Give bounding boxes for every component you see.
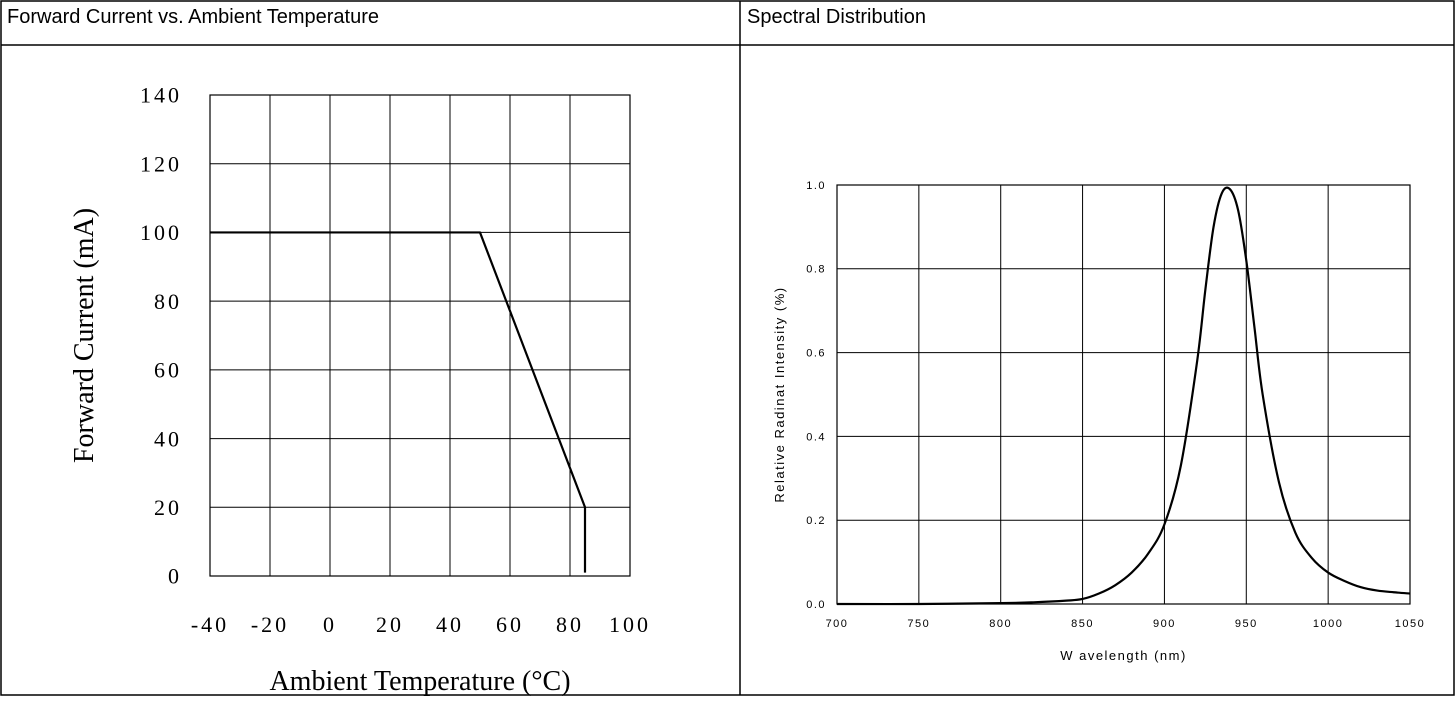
y-tick-label: 0.8 xyxy=(806,264,826,276)
x-tick-label: 700 xyxy=(826,618,849,630)
y-tick-label: 0 xyxy=(168,564,182,589)
x-tick-label: 800 xyxy=(989,618,1012,630)
series-line xyxy=(210,231,587,573)
x-axis-label: Ambient Temperature (°C) xyxy=(269,666,570,696)
x-tick-label: 60 xyxy=(496,612,524,637)
plot-area xyxy=(209,94,631,577)
y-tick-label: 0.0 xyxy=(806,599,826,611)
y-tick-label: 20 xyxy=(154,495,182,520)
x-tick-label: 850 xyxy=(1071,618,1094,630)
plot-area xyxy=(836,184,1411,605)
x-tick-label: 40 xyxy=(436,612,464,637)
x-tick-label: 1000 xyxy=(1313,618,1343,630)
x-tick-label: 20 xyxy=(376,612,404,637)
y-tick-label: 0.6 xyxy=(806,347,826,359)
y-tick-label: 140 xyxy=(140,83,182,108)
chart-spectral-distribution: 700 750 800 850 900 950 1000 1050 0.0 0.2 0.4 0.6 0.… xyxy=(772,180,1425,663)
series-line xyxy=(836,186,1411,606)
x-axis-label: W avelength (nm) xyxy=(1060,648,1187,663)
y-axis-label: Forward Current (mA) xyxy=(69,208,100,463)
y-tick-label: 0.2 xyxy=(806,515,826,527)
x-tick-label: 1050 xyxy=(1395,618,1425,630)
y-tick-label: 80 xyxy=(154,289,182,314)
chart-forward-current: -40 -20 0 20 40 60 80 100 0 20 40 60 80 100 120 140 Ambi… xyxy=(69,83,651,697)
x-tick-label: 0 xyxy=(323,612,337,637)
x-tick-label: -40 xyxy=(191,612,229,637)
y-tick-label: 40 xyxy=(154,426,182,451)
y-tick-label: 120 xyxy=(140,151,182,176)
y-tick-label: 60 xyxy=(154,358,182,383)
x-tick-label: 80 xyxy=(556,612,584,637)
y-tick-label: 0.4 xyxy=(806,431,826,443)
y-tick-label: 1.0 xyxy=(806,180,826,192)
panel-title-right: Spectral Distribution xyxy=(747,6,926,28)
y-tick-label: 100 xyxy=(140,220,182,245)
panel-title-left: Forward Current vs. Ambient Temperature xyxy=(7,6,380,28)
x-tick-label: 950 xyxy=(1235,618,1258,630)
x-tick-label: 750 xyxy=(907,618,930,630)
x-tick-label: -20 xyxy=(251,612,289,637)
x-tick-label: 100 xyxy=(609,612,651,637)
y-axis-label: Relative Radinat Intensity (%) xyxy=(772,286,787,502)
x-tick-label: 900 xyxy=(1153,618,1176,630)
